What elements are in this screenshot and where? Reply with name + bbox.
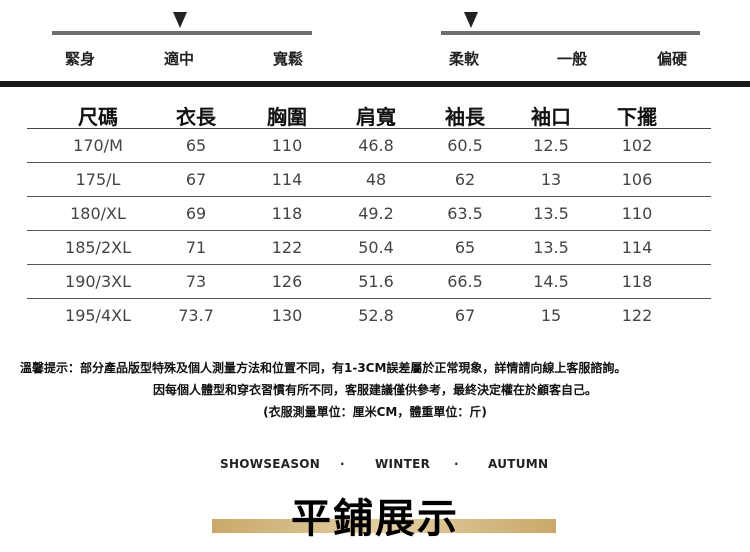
table-row: 190/3XL 73 126 51.6 66.5 14.5 118: [27, 265, 711, 299]
table-cell: 52.8: [358, 306, 394, 325]
table-cell: 69: [185, 204, 207, 223]
table-cell: 118: [621, 272, 653, 291]
table-row: 195/4XL 73.7 130 52.8 67 15 122: [27, 299, 711, 333]
table-cell: 66.5: [447, 272, 483, 291]
table-cell: 170/M: [73, 136, 123, 155]
table-cell: 122: [271, 238, 303, 257]
table-cell: 63.5: [447, 204, 483, 223]
divider-bar: [0, 81, 750, 87]
table-cell: 114: [621, 238, 653, 257]
table-cell: 180/XL: [70, 204, 126, 223]
table-cell: 48: [365, 170, 387, 189]
column-header: 袖長: [445, 105, 485, 129]
table-row: 175/L 67 114 48 62 13 106: [27, 163, 711, 197]
column-header: 下擺: [617, 105, 657, 129]
table-cell: 15: [540, 306, 562, 325]
table-cell: 118: [271, 204, 303, 223]
table-cell: 67: [185, 170, 207, 189]
table-cell: 51.6: [358, 272, 394, 291]
table-cell: 126: [271, 272, 303, 291]
table-cell: 50.4: [358, 238, 394, 257]
table-cell: 71: [185, 238, 207, 257]
table-cell: 65: [185, 136, 207, 155]
table-cell: 13: [540, 170, 562, 189]
fit-label-tight: 緊身: [64, 50, 96, 68]
season-separator: ·: [340, 457, 345, 471]
table-cell: 195/4XL: [65, 306, 131, 325]
softness-indicator-arrow-icon: [464, 12, 478, 28]
table-cell: 49.2: [358, 204, 394, 223]
note-line-1: 溫馨提示：部分產品版型特殊及個人測量方法和位置不同，有1-3CM誤差屬於正常現象…: [20, 361, 627, 375]
table-cell: 190/3XL: [65, 272, 131, 291]
title-gold-underline: [212, 519, 556, 533]
season-winter: WINTER: [375, 457, 431, 471]
table-cell: 62: [454, 170, 476, 189]
fit-label-loose: 寬鬆: [272, 50, 304, 68]
table-cell: 185/2XL: [65, 238, 131, 257]
season-brand: SHOWSEASON: [220, 457, 321, 471]
note-line-2: 因每個人體型和穿衣習慣有所不同，客服建議僅供參考，最終決定權在於顧客自己。: [152, 383, 597, 397]
column-header: 袖口: [531, 105, 571, 129]
table-cell: 65: [454, 238, 476, 257]
table-cell: 106: [621, 170, 653, 189]
table-cell: 110: [271, 136, 303, 155]
table-cell: 12.5: [533, 136, 569, 155]
season-separator: ·: [454, 457, 459, 471]
table-cell: 114: [271, 170, 303, 189]
table-cell: 46.8: [358, 136, 394, 155]
note-line-3: (衣服測量單位：厘米CM，體重單位：斤): [263, 405, 487, 419]
softness-label-soft: 柔軟: [448, 50, 480, 68]
softness-label-stiff: 偏硬: [656, 50, 688, 68]
table-row: 180/XL 69 118 49.2 63.5 13.5 110: [27, 197, 711, 231]
size-table: 尺碼 衣長 胸圍 肩寬 袖長 袖口 下擺 170/M 65 110 46.8 60.5 12.5 102…: [27, 97, 711, 333]
table-header: 尺碼 衣長 胸圍 肩寬 袖長 袖口 下擺: [27, 97, 711, 129]
table-cell: 130: [271, 306, 303, 325]
column-header: 胸圍: [267, 105, 307, 129]
section-title: 平鋪展示: [291, 496, 459, 542]
table-row: 170/M 65 110 46.8 60.5 12.5 102: [27, 129, 711, 163]
table-row: 185/2XL 71 122 50.4 65 13.5 114: [27, 231, 711, 265]
table-cell: 102: [621, 136, 653, 155]
table-cell: 67: [454, 306, 476, 325]
fit-indicator-arrow-icon: [173, 12, 187, 28]
table-cell: 14.5: [533, 272, 569, 291]
fit-scale-line: [52, 31, 312, 35]
softness-scale-line: [441, 31, 700, 35]
table-cell: 13.5: [533, 238, 569, 257]
table-cell: 73.7: [178, 306, 214, 325]
softness-label-normal: 一般: [556, 50, 588, 68]
column-header: 衣長: [176, 105, 216, 129]
column-header: 尺碼: [78, 105, 118, 129]
season-autumn: AUTUMN: [488, 457, 549, 471]
table-cell: 13.5: [533, 204, 569, 223]
table-cell: 110: [621, 204, 653, 223]
fit-label-regular: 適中: [163, 50, 195, 68]
table-cell: 175/L: [75, 170, 121, 189]
column-header: 肩寬: [356, 105, 396, 129]
table-cell: 73: [185, 272, 207, 291]
table-cell: 60.5: [447, 136, 483, 155]
table-cell: 122: [621, 306, 653, 325]
